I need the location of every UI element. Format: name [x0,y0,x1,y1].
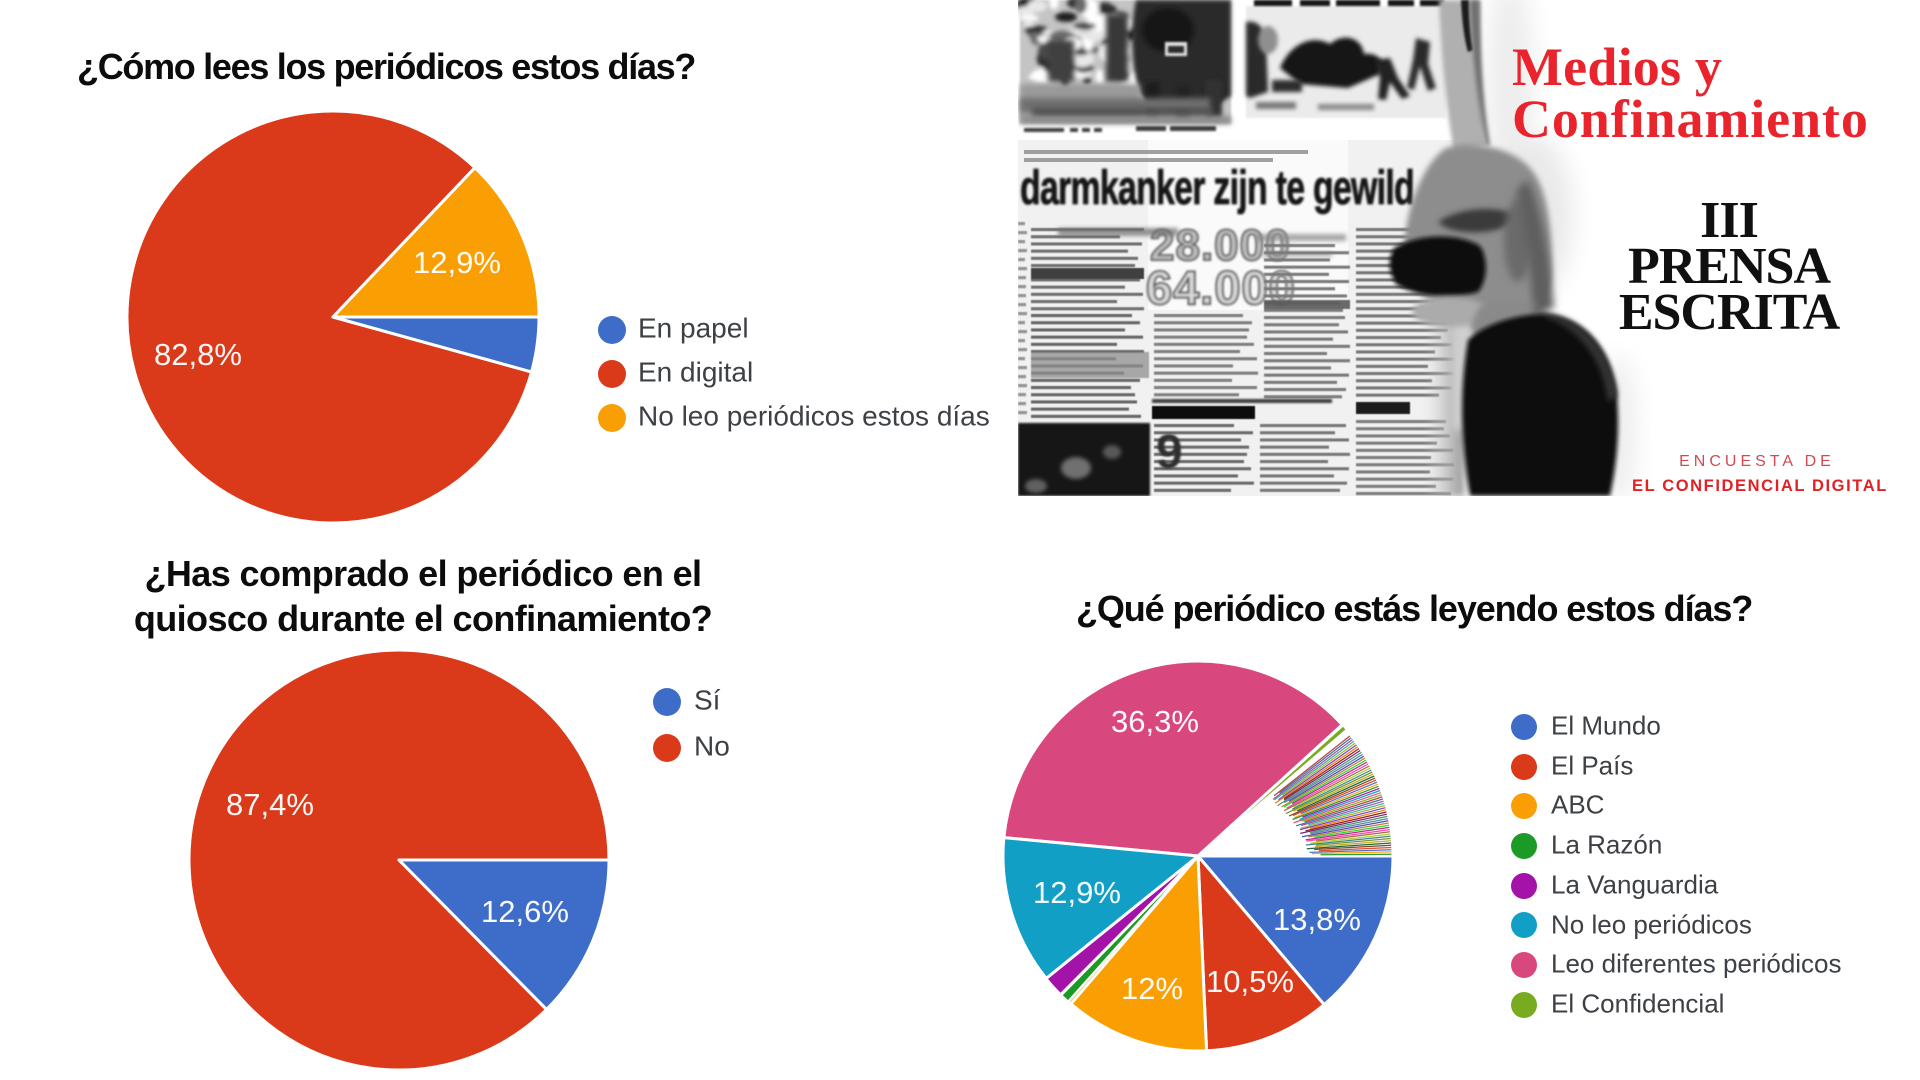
svg-text:9: 9 [1156,426,1183,479]
svg-text:darmkanker zijn te gewild: darmkanker zijn te gewild [1020,162,1414,215]
